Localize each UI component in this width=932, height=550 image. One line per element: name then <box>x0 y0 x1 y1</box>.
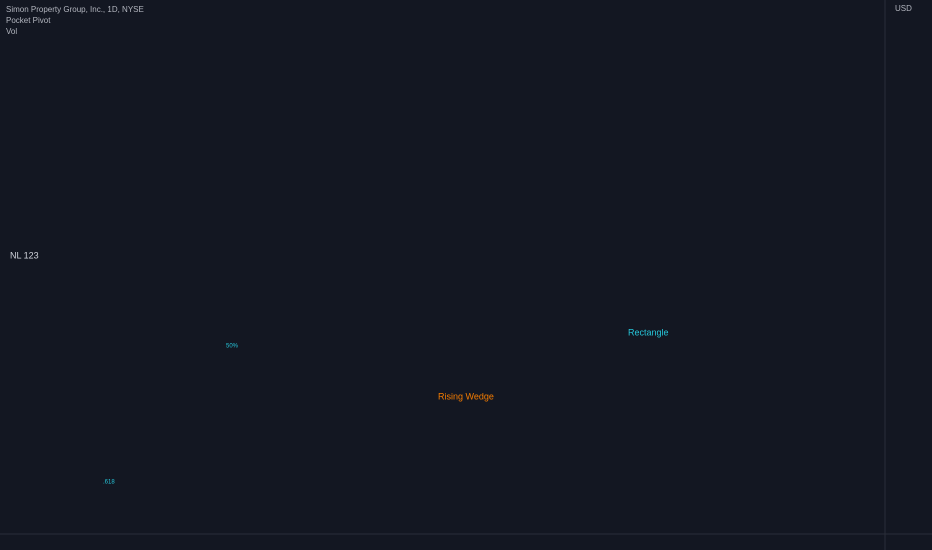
indicator-name: Vol <box>6 27 17 36</box>
chart-title: Simon Property Group, Inc., 1D, NYSE <box>6 5 144 14</box>
currency: USD <box>895 4 912 13</box>
annotation: Rising Wedge <box>438 391 494 401</box>
annotation: .618 <box>103 480 115 486</box>
annotation: 50% <box>226 344 239 350</box>
indicator-name: Pocket Pivot <box>6 16 51 25</box>
annotation: NL 123 <box>10 250 39 260</box>
annotation: Rectangle <box>628 327 669 337</box>
